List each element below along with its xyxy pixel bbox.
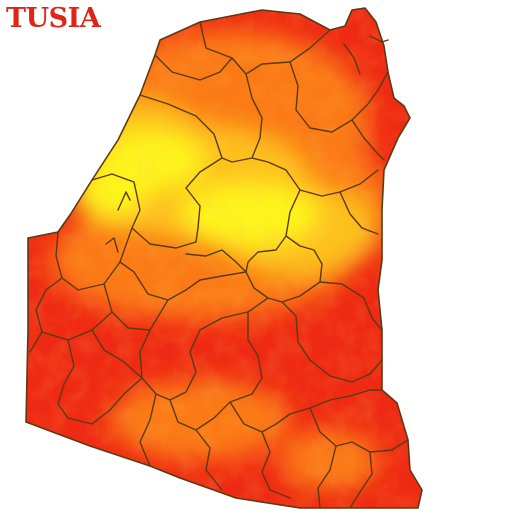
region-border [369,35,389,43]
region-border [169,311,263,431]
region-border [139,94,253,163]
region-border [289,61,389,133]
region-border [199,21,331,75]
region-border [154,54,233,81]
region-border [185,249,247,273]
region-border [229,389,383,433]
country-outline [25,7,423,509]
region-border [139,393,157,467]
region-border [103,283,151,331]
region-border [119,261,247,301]
region-border [91,377,143,425]
region-border [29,277,63,353]
region-border [149,299,169,331]
region-border [195,429,223,491]
region-border [41,311,113,341]
region-border [91,329,143,379]
region-border [91,173,141,229]
region-border [349,451,373,509]
region-border [319,281,383,331]
region-border [105,237,119,253]
region-border [245,189,301,273]
region-border [339,191,379,235]
map-title: TUSIA [6,3,101,34]
region-border [117,191,131,211]
region-border [317,445,337,509]
region-border [351,119,385,161]
region-border [139,297,269,401]
region-border [245,73,379,197]
region-border [245,235,323,303]
region-border [343,43,361,75]
region-borders [25,7,423,509]
region-border [55,214,133,291]
region-border [309,407,409,453]
region-border [261,431,291,499]
region-border [57,339,93,425]
region-border [185,157,223,229]
region-border [281,301,383,383]
region-border [131,227,199,249]
